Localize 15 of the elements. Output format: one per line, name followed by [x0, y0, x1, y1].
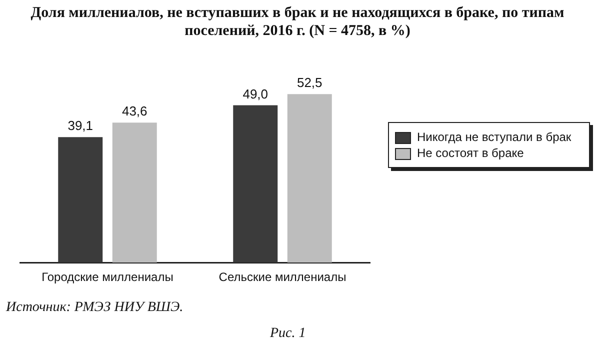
- text: Источник: РМЭЗ НИУ ВШЭ.: [6, 300, 184, 316]
- bar: [112, 122, 157, 263]
- bar: [287, 94, 332, 263]
- data-label: 39,1: [68, 118, 94, 134]
- legend-label: Никогда не вступали в брак: [417, 130, 572, 144]
- legend-label: Не состоят в браке: [417, 146, 524, 160]
- chart-title: Доля миллениалов, не вступавших в брак и не находящихся в браке, по типам поселений, 2016 г. (N = 4758, в %): [30, 4, 566, 40]
- x-tick-label: Сельские миллениалы: [218, 270, 346, 284]
- bar: [58, 137, 103, 263]
- data-label: 43,6: [122, 104, 148, 119]
- data-label: 49,0: [242, 86, 268, 102]
- bar: [233, 105, 278, 263]
- data-label: 52,5: [296, 75, 322, 90]
- text: Рис. 1: [270, 326, 306, 342]
- x-tick-label: Городские миллениалы: [42, 270, 174, 284]
